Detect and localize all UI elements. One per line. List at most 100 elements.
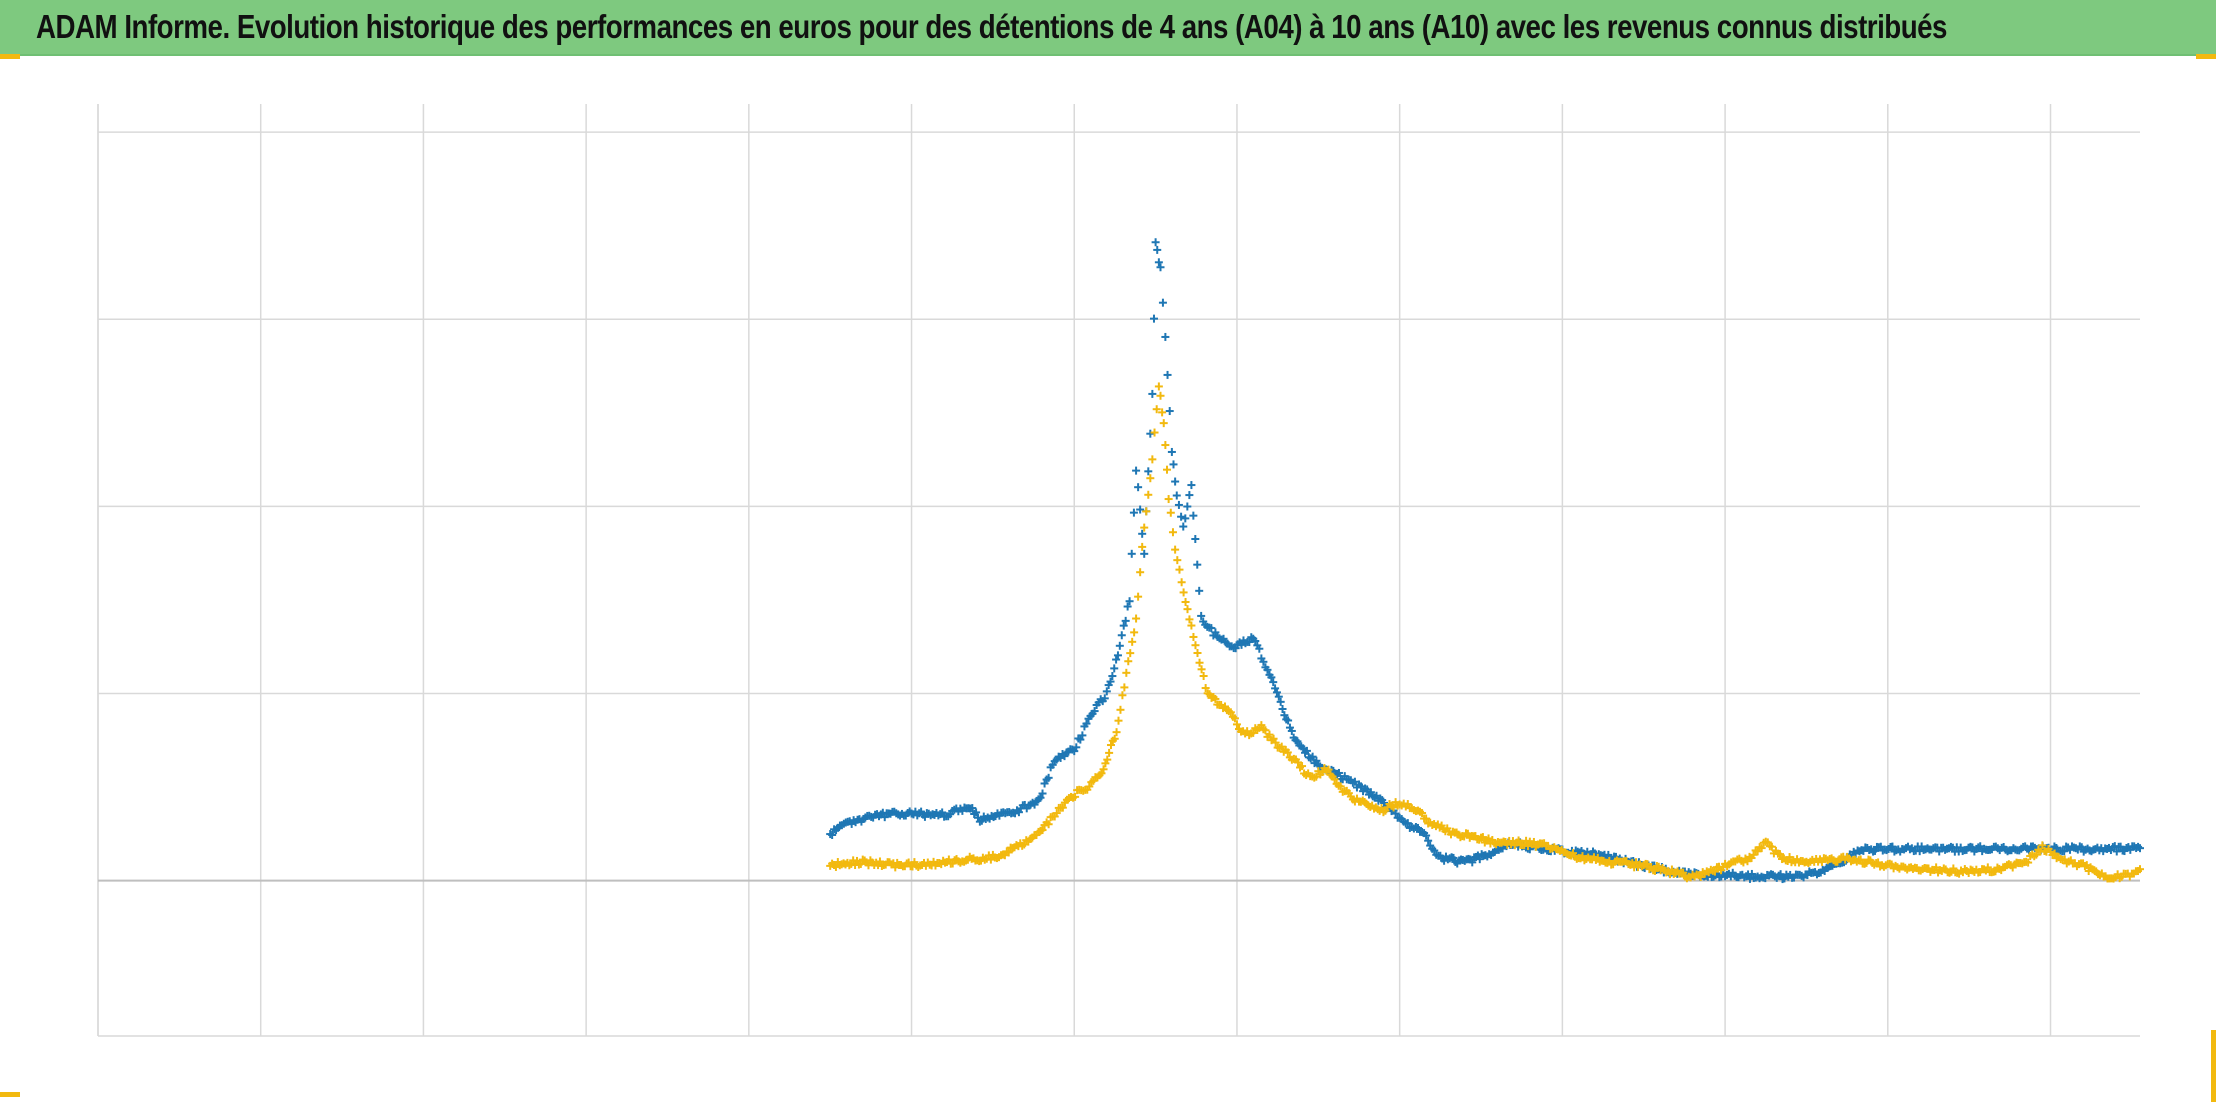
series-a10-point (1418, 809, 1427, 818)
series-a04-point (1366, 788, 1375, 797)
series-a10-point (1158, 408, 1167, 417)
series-a04-point (1430, 846, 1439, 855)
series-a04-point (1038, 789, 1047, 798)
series-a10-point (2136, 865, 2144, 874)
series-a04-point (1121, 616, 1130, 625)
series-a04-point (1174, 500, 1183, 509)
series-a10-point (1097, 769, 1106, 778)
series-a04-point (1272, 688, 1281, 697)
series-a10-point (1173, 556, 1182, 565)
series-a04-point (1148, 389, 1157, 398)
series-a04-point (1112, 655, 1121, 664)
series-a10-point (1696, 872, 1705, 881)
series-a10-point (1514, 836, 1523, 845)
series-a10-point (1265, 730, 1274, 739)
series-a10-point (1230, 714, 1239, 723)
series-a04-point (1189, 511, 1198, 520)
series-a10-point (1271, 738, 1280, 747)
series-a04-point (1171, 477, 1180, 486)
series-a10-point (1044, 820, 1053, 829)
series-a10-point (1161, 441, 1170, 450)
series-a04-point (1267, 673, 1276, 682)
series-a10-point (1232, 720, 1241, 729)
series-a04-point (1132, 466, 1141, 475)
series-a10-point (1106, 741, 1115, 750)
series-a10-point (1336, 782, 1345, 791)
series-a10-point (1189, 632, 1198, 641)
series-a10-point (1181, 598, 1190, 607)
series-a10-point (1983, 863, 1992, 872)
series-a04-point (2060, 847, 2069, 856)
series-a04-point (1274, 692, 1283, 701)
series-a04-point (1183, 502, 1192, 511)
corner-accent-top-right (2196, 54, 2216, 59)
series-a04-point (1287, 726, 1296, 735)
series-a10-point (1187, 621, 1196, 630)
series-a04-point (1302, 746, 1311, 755)
series-a10-point (1261, 726, 1270, 735)
series-a04-point (972, 808, 981, 817)
series-a04-point (2136, 844, 2144, 853)
series-a10-point (1757, 844, 1766, 853)
series-a04-point (1312, 756, 1321, 765)
series-a10-point (1249, 728, 1258, 737)
series-a10-point (1116, 705, 1125, 714)
series-a10-point (1110, 734, 1119, 743)
series-a10-point (1226, 708, 1235, 717)
series-a10-point (1120, 683, 1129, 692)
series-a04-point (1915, 847, 1924, 856)
series-a04-point (1044, 773, 1053, 782)
series-a10-point (2050, 849, 2059, 858)
series-a10-point (1484, 834, 1493, 843)
series-a10-point (1753, 847, 1762, 856)
series-a10-point (1134, 592, 1143, 601)
series-a04-point (1123, 602, 1132, 611)
series-a10-point (1058, 803, 1067, 812)
corner-accent-top-left (0, 54, 20, 59)
series-a10-point (1132, 614, 1141, 623)
series-a10-point (2024, 858, 2033, 867)
series-a04-point (1251, 636, 1260, 645)
series-a10-point (1298, 762, 1307, 771)
series-a10-point (1257, 721, 1266, 730)
series-a04-point (1158, 298, 1167, 307)
series-a04-point (1334, 768, 1343, 777)
series-a10-point (1211, 694, 1220, 703)
series-a10-point (1177, 578, 1186, 587)
series-a04-point (1263, 665, 1272, 674)
series-a10-point (1159, 419, 1168, 428)
series-a04-point (1185, 491, 1194, 500)
series-a04-point (938, 808, 947, 817)
series-a10-point (1136, 568, 1145, 577)
series-a04-point (1113, 651, 1122, 660)
chart-title-bar: ADAM Informe. Evolution historique des p… (0, 0, 2216, 56)
series-a04-point (1136, 505, 1145, 514)
series-a04-point (1108, 672, 1117, 681)
series-a04-point (1422, 831, 1431, 840)
series-a04-point (1172, 491, 1181, 500)
series-a04-point (1100, 694, 1109, 703)
series-a10-point (1175, 565, 1184, 574)
series-a04-point (1134, 483, 1143, 492)
series-a10-point (1164, 495, 1173, 504)
series-a04-point (1193, 560, 1202, 569)
series-a04-point (1169, 460, 1178, 469)
series-a04-point (1146, 429, 1155, 438)
series-a10-point (1185, 615, 1194, 624)
series-a10-point (1168, 528, 1177, 537)
series-a10-point (1171, 545, 1180, 554)
series-a10-point (986, 855, 995, 864)
series-a10-point (1038, 826, 1047, 835)
series-a04-point (1424, 836, 1433, 845)
series-a10-point (1529, 837, 1538, 846)
series-a04-point (1165, 407, 1174, 416)
series-a04-point (1259, 657, 1268, 666)
series-a10-point (1283, 748, 1292, 757)
series-a10-point (1071, 792, 1080, 801)
series-a04-point (1161, 332, 1170, 341)
series-a10-point (1138, 542, 1147, 551)
series-a10-point (1197, 665, 1206, 674)
series-a04-point (1125, 597, 1134, 606)
series-a04-point (1140, 549, 1149, 558)
series-a10-point (1403, 800, 1412, 809)
